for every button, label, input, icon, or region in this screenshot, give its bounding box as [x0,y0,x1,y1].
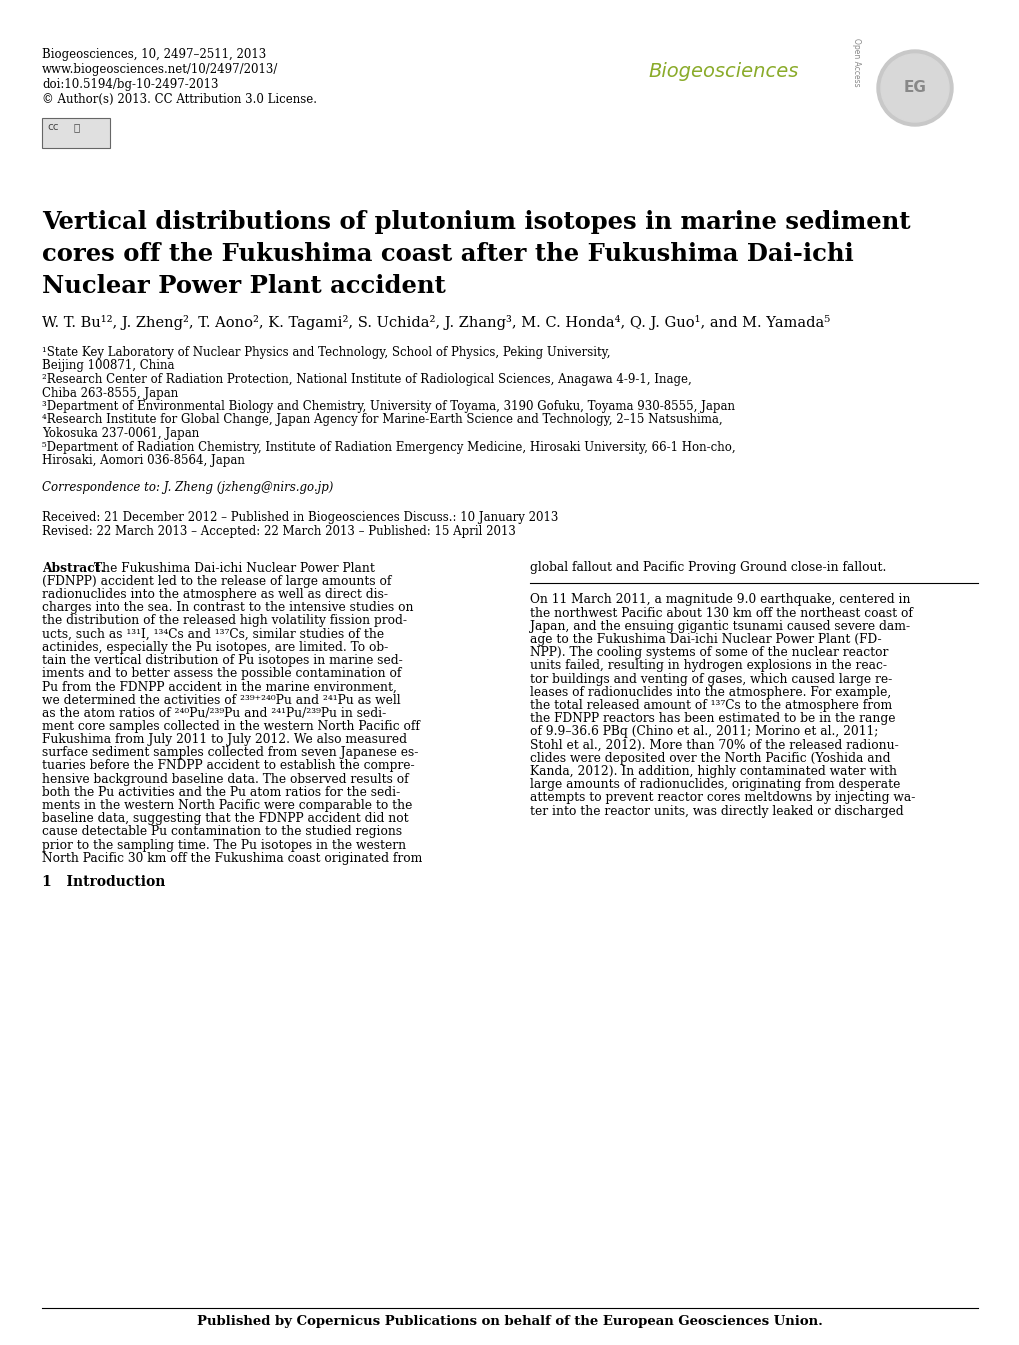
Text: Fukushima from July 2011 to July 2012. We also measured: Fukushima from July 2011 to July 2012. W… [42,733,407,746]
Text: EG: EG [903,81,925,95]
Text: large amounts of radionuclides, originating from desperate: large amounts of radionuclides, originat… [530,779,900,791]
Text: cc: cc [47,122,58,132]
Text: ments in the western North Pacific were comparable to the: ments in the western North Pacific were … [42,799,412,812]
Text: global fallout and Pacific Proving Ground close-in fallout.: global fallout and Pacific Proving Groun… [530,561,886,574]
Text: ment core samples collected in the western North Pacific off: ment core samples collected in the weste… [42,720,420,733]
Text: the FDNPP reactors has been estimated to be in the range: the FDNPP reactors has been estimated to… [530,713,895,725]
Text: the total released amount of ¹³⁷Cs to the atmosphere from: the total released amount of ¹³⁷Cs to th… [530,699,892,712]
Text: Biogeosciences: Biogeosciences [647,62,798,81]
Text: Chiba 263-8555, Japan: Chiba 263-8555, Japan [42,386,178,399]
Text: ¹State Key Laboratory of Nuclear Physics and Technology, School of Physics, Peki: ¹State Key Laboratory of Nuclear Physics… [42,346,610,359]
Text: Abstract.: Abstract. [42,561,109,574]
Text: prior to the sampling time. The Pu isotopes in the western: prior to the sampling time. The Pu isoto… [42,839,406,851]
Text: North Pacific 30 km off the Fukushima coast originated from: North Pacific 30 km off the Fukushima co… [42,851,422,865]
Text: Revised: 22 March 2013 – Accepted: 22 March 2013 – Published: 15 April 2013: Revised: 22 March 2013 – Accepted: 22 Ma… [42,526,516,538]
Text: ³Department of Environmental Biology and Chemistry, University of Toyama, 3190 G: ³Department of Environmental Biology and… [42,399,735,413]
Text: iments and to better assess the possible contamination of: iments and to better assess the possible… [42,667,401,681]
Text: age to the Fukushima Dai-ichi Nuclear Power Plant (FD-: age to the Fukushima Dai-ichi Nuclear Po… [530,633,880,646]
Text: www.biogeosciences.net/10/2497/2013/: www.biogeosciences.net/10/2497/2013/ [42,63,278,77]
Text: Stohl et al., 2012). More than 70% of the released radionu-: Stohl et al., 2012). More than 70% of th… [530,738,898,752]
Text: surface sediment samples collected from seven Japanese es-: surface sediment samples collected from … [42,746,418,760]
Text: baseline data, suggesting that the FDNPP accident did not: baseline data, suggesting that the FDNPP… [42,812,409,826]
Text: Hirosaki, Aomori 036-8564, Japan: Hirosaki, Aomori 036-8564, Japan [42,455,245,467]
Text: W. T. Bu¹², J. Zheng², T. Aono², K. Tagami², S. Uchida², J. Zhang³, M. C. Honda⁴: W. T. Bu¹², J. Zheng², T. Aono², K. Taga… [42,315,829,330]
Text: tor buildings and venting of gases, which caused large re-: tor buildings and venting of gases, whic… [530,672,892,686]
Text: charges into the sea. In contrast to the intensive studies on: charges into the sea. In contrast to the… [42,601,413,615]
Bar [42,118,110,148]
Text: cores off the Fukushima coast after the Fukushima Dai-ichi: cores off the Fukushima coast after the … [42,242,853,266]
Text: 1   Introduction: 1 Introduction [42,876,165,889]
Text: leases of radionuclides into the atmosphere. For example,: leases of radionuclides into the atmosph… [530,686,891,699]
Text: Biogeosciences, 10, 2497–2511, 2013: Biogeosciences, 10, 2497–2511, 2013 [42,48,266,61]
Text: ⁵Department of Radiation Chemistry, Institute of Radiation Emergency Medicine, H: ⁵Department of Radiation Chemistry, Inst… [42,441,735,453]
Text: Pu from the FDNPP accident in the marine environment,: Pu from the FDNPP accident in the marine… [42,681,396,693]
Text: Open Access: Open Access [851,38,860,86]
Text: cause detectable Pu contamination to the studied regions: cause detectable Pu contamination to the… [42,826,401,838]
Text: Kanda, 2012). In addition, highly contaminated water with: Kanda, 2012). In addition, highly contam… [530,765,896,779]
Text: radionuclides into the atmosphere as well as direct dis-: radionuclides into the atmosphere as wel… [42,588,387,601]
Text: clides were deposited over the North Pacific (Yoshida and: clides were deposited over the North Pac… [530,752,890,765]
Text: Correspondence to: J. Zheng (jzheng@nirs.go.jp): Correspondence to: J. Zheng (jzheng@nirs… [42,482,333,495]
Text: Ⓞ: Ⓞ [74,122,81,132]
Text: we determined the activities of ²³⁹⁺²⁴⁰Pu and ²⁴¹Pu as well: we determined the activities of ²³⁹⁺²⁴⁰P… [42,694,400,706]
Circle shape [876,50,952,126]
Text: as the atom ratios of ²⁴⁰Pu/²³⁹Pu and ²⁴¹Pu/²³⁹Pu in sedi-: as the atom ratios of ²⁴⁰Pu/²³⁹Pu and ²⁴… [42,706,386,720]
Text: attempts to prevent reactor cores meltdowns by injecting wa-: attempts to prevent reactor cores meltdo… [530,791,914,804]
Text: tain the vertical distribution of Pu isotopes in marine sed-: tain the vertical distribution of Pu iso… [42,654,403,667]
Text: Received: 21 December 2012 – Published in Biogeosciences Discuss.: 10 January 20: Received: 21 December 2012 – Published i… [42,511,557,525]
Text: ⁴Research Institute for Global Change, Japan Agency for Marine-Earth Science and: ⁴Research Institute for Global Change, J… [42,413,721,426]
Text: actinides, especially the Pu isotopes, are limited. To ob-: actinides, especially the Pu isotopes, a… [42,640,388,654]
Text: Beijing 100871, China: Beijing 100871, China [42,359,174,373]
Text: ²Research Center of Radiation Protection, National Institute of Radiological Sci: ²Research Center of Radiation Protection… [42,373,691,386]
Text: On 11 March 2011, a magnitude 9.0 earthquake, centered in: On 11 March 2011, a magnitude 9.0 earthq… [530,593,910,607]
Text: tuaries before the FNDPP accident to establish the compre-: tuaries before the FNDPP accident to est… [42,760,414,772]
Text: (FDNPP) accident led to the release of large amounts of: (FDNPP) accident led to the release of l… [42,574,391,588]
Text: NPP). The cooling systems of some of the nuclear reactor: NPP). The cooling systems of some of the… [530,647,888,659]
Text: doi:10.5194/bg-10-2497-2013: doi:10.5194/bg-10-2497-2013 [42,78,218,91]
Text: units failed, resulting in hydrogen explosions in the reac-: units failed, resulting in hydrogen expl… [530,659,887,672]
Text: ucts, such as ¹³¹I, ¹³⁴Cs and ¹³⁷Cs, similar studies of the: ucts, such as ¹³¹I, ¹³⁴Cs and ¹³⁷Cs, sim… [42,628,384,640]
Text: the distribution of the released high volatility fission prod-: the distribution of the released high vo… [42,615,407,627]
Text: Nuclear Power Plant accident: Nuclear Power Plant accident [42,274,445,299]
Text: both the Pu activities and the Pu atom ratios for the sedi-: both the Pu activities and the Pu atom r… [42,785,399,799]
Circle shape [880,54,948,122]
Text: hensive background baseline data. The observed results of: hensive background baseline data. The ob… [42,772,409,785]
Text: of 9.9–36.6 PBq (Chino et al., 2011; Morino et al., 2011;: of 9.9–36.6 PBq (Chino et al., 2011; Mor… [530,725,877,738]
Text: The Fukushima Dai-ichi Nuclear Power Plant: The Fukushima Dai-ichi Nuclear Power Pla… [94,561,375,574]
Text: Japan, and the ensuing gigantic tsunami caused severe dam-: Japan, and the ensuing gigantic tsunami … [530,620,909,633]
Text: Published by Copernicus Publications on behalf of the European Geosciences Union: Published by Copernicus Publications on … [197,1315,822,1328]
Text: ter into the reactor units, was directly leaked or discharged: ter into the reactor units, was directly… [530,804,903,818]
Text: Yokosuka 237-0061, Japan: Yokosuka 237-0061, Japan [42,426,199,440]
Text: the northwest Pacific about 130 km off the northeast coast of: the northwest Pacific about 130 km off t… [530,607,912,620]
Text: Vertical distributions of plutonium isotopes in marine sediment: Vertical distributions of plutonium isot… [42,210,910,234]
Text: © Author(s) 2013. CC Attribution 3.0 License.: © Author(s) 2013. CC Attribution 3.0 Lic… [42,93,317,106]
